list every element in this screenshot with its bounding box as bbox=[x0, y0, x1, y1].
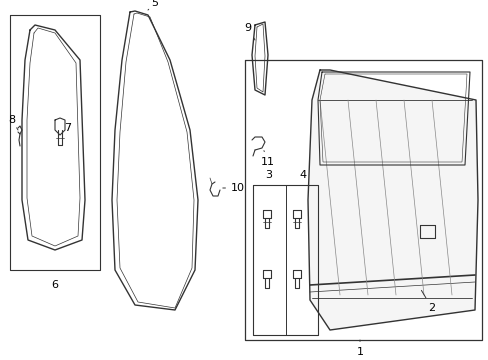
Text: 6: 6 bbox=[51, 280, 59, 290]
Text: 5: 5 bbox=[148, 0, 158, 10]
Text: 11: 11 bbox=[261, 150, 274, 167]
Polygon shape bbox=[307, 70, 477, 330]
Text: 1: 1 bbox=[356, 340, 363, 357]
Text: 8: 8 bbox=[8, 115, 18, 130]
Text: 7: 7 bbox=[64, 123, 71, 133]
Text: 3: 3 bbox=[265, 170, 272, 180]
Text: 4: 4 bbox=[299, 170, 306, 180]
Text: 2: 2 bbox=[421, 291, 435, 313]
Text: 9: 9 bbox=[244, 23, 254, 40]
Text: 10: 10 bbox=[223, 183, 244, 193]
